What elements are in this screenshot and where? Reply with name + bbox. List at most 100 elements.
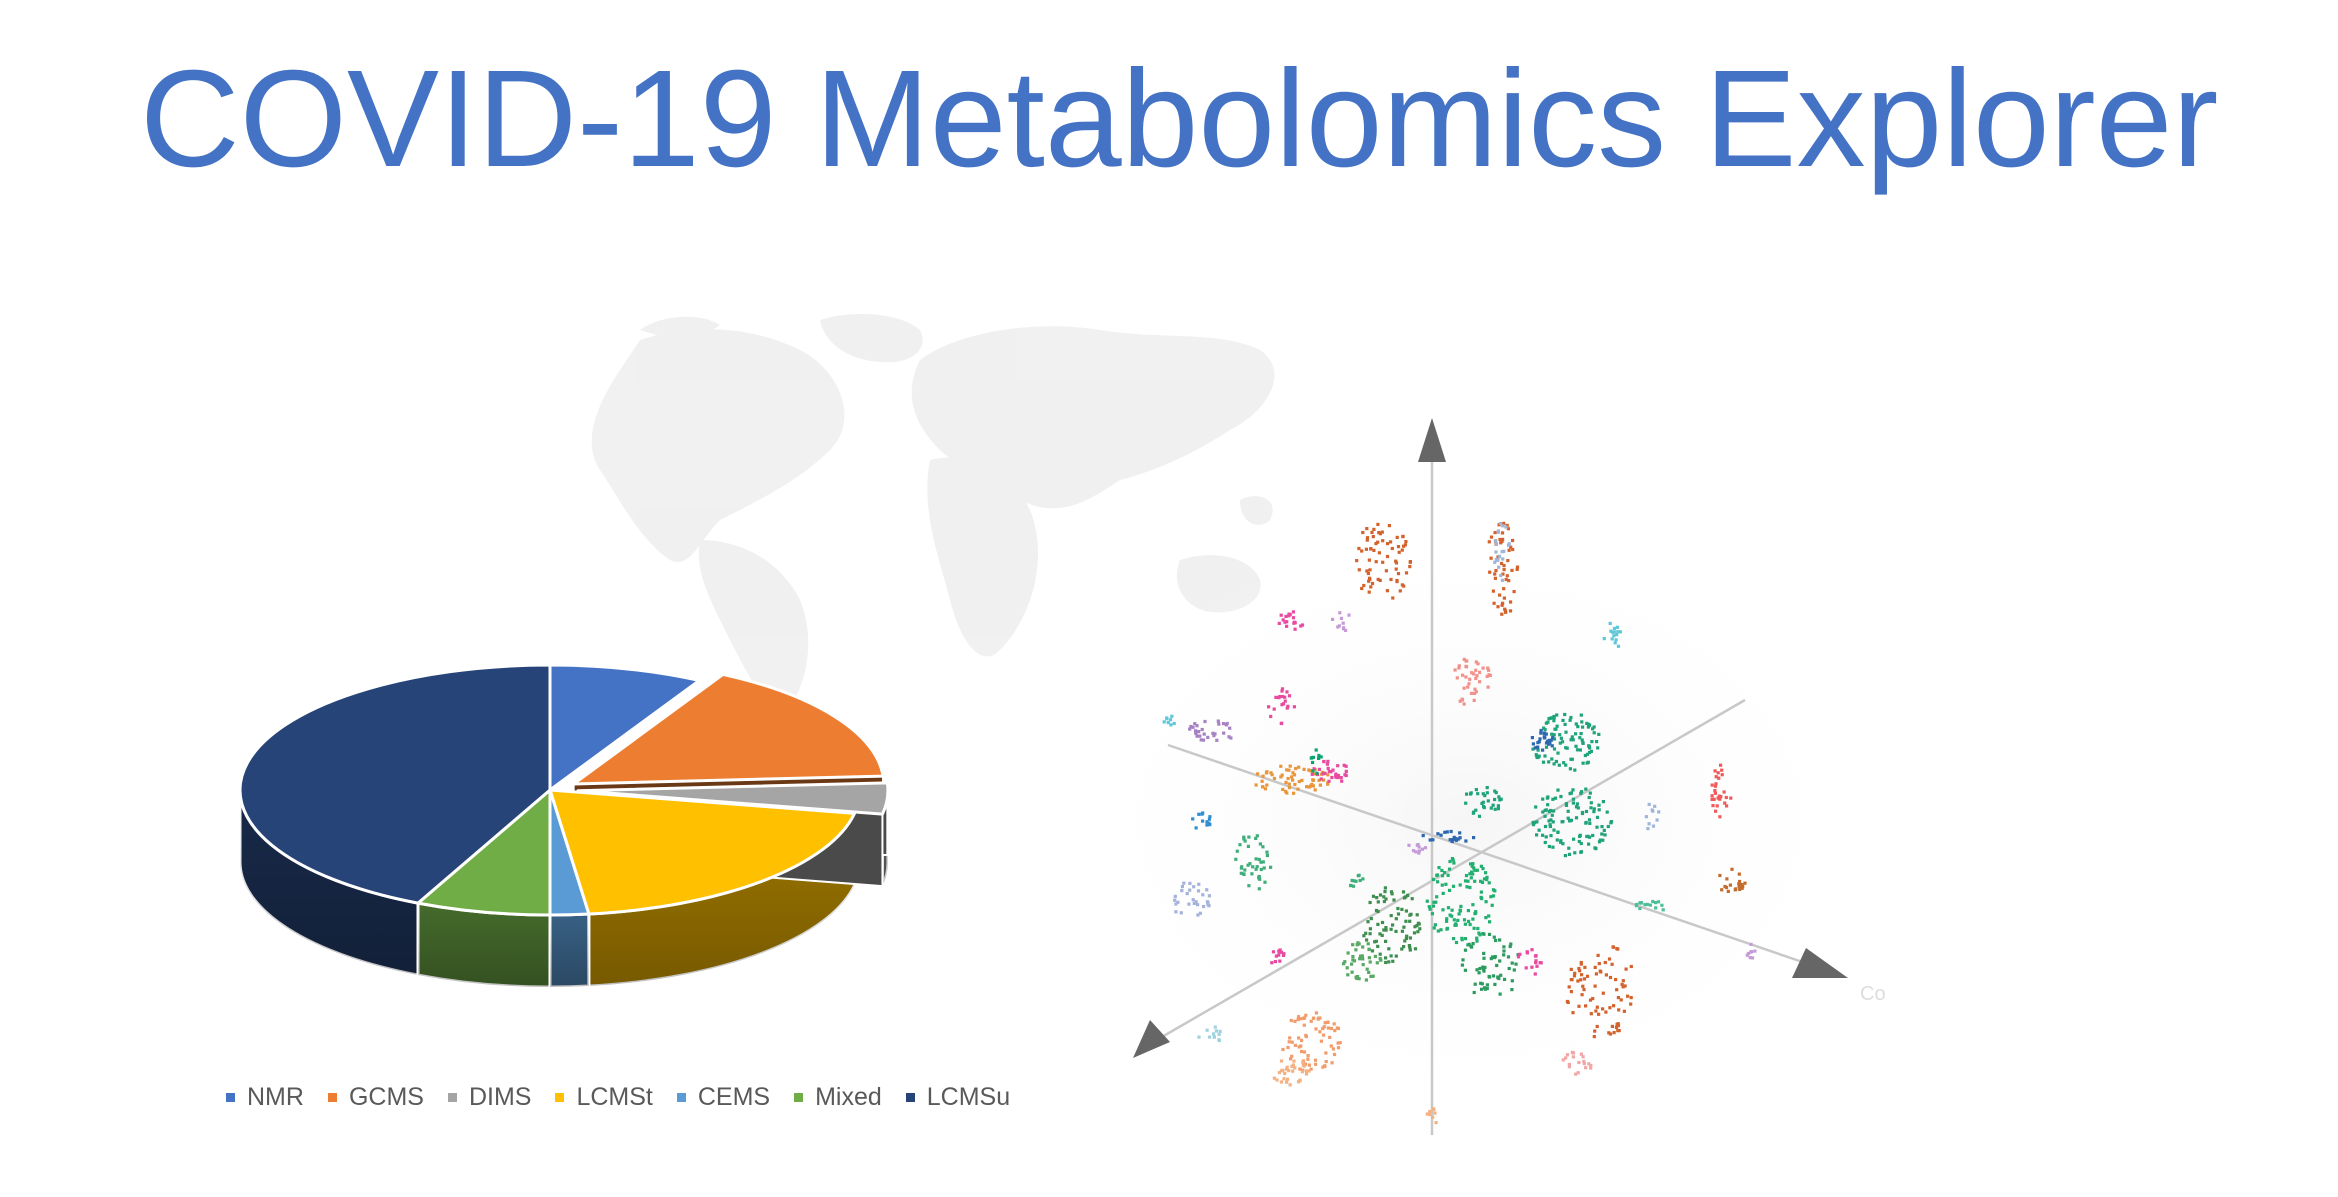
scatter-point	[1506, 559, 1510, 563]
scatter-point	[1377, 551, 1381, 555]
scatter-point	[1445, 917, 1449, 921]
scatter-point	[1629, 964, 1633, 969]
scatter-point	[1311, 778, 1316, 782]
scatter-point	[1401, 890, 1406, 894]
scatter-point	[1591, 727, 1595, 731]
scatter-point	[1472, 990, 1476, 995]
scatter-point	[1474, 910, 1478, 914]
scatter-point	[1430, 912, 1434, 916]
scatter-point	[1462, 918, 1467, 922]
scatter-point	[1510, 961, 1514, 965]
scatter-point	[1502, 587, 1506, 591]
scatter-point	[1368, 568, 1372, 572]
scatter-point	[1257, 887, 1261, 891]
scatter-point	[1502, 596, 1506, 600]
scatter-point	[1486, 685, 1490, 689]
scatter-point	[1553, 796, 1558, 800]
scatter-point	[1487, 668, 1491, 672]
scatter-point	[1313, 772, 1317, 776]
scatter-point	[1738, 879, 1742, 884]
scatter-point	[1549, 818, 1553, 822]
scatter-point	[1552, 733, 1556, 737]
scatter-point	[1716, 771, 1720, 775]
scatter-point	[1394, 917, 1398, 921]
scatter-point	[1481, 666, 1485, 670]
scatter-point	[1464, 874, 1469, 878]
scatter-point	[1618, 630, 1622, 634]
scatter-point	[1286, 776, 1290, 781]
scatter-point	[1310, 772, 1314, 776]
scatter-point	[1349, 883, 1353, 888]
scatter-point	[1547, 819, 1551, 823]
scatter-point	[1713, 769, 1717, 773]
scatter-point	[1417, 849, 1421, 853]
scatter-point	[1448, 913, 1452, 917]
scatter-point	[1369, 547, 1373, 551]
pie-slice-mixed	[416, 788, 552, 917]
scatter-point	[1612, 634, 1616, 638]
scatter-point	[1255, 834, 1259, 838]
scatter-point	[1406, 893, 1410, 897]
scatter-point	[1287, 1069, 1291, 1073]
scatter-point	[1489, 556, 1493, 560]
scatter-point	[1485, 875, 1489, 879]
scatter-point	[1307, 768, 1311, 772]
scatter-point	[1307, 1063, 1311, 1067]
scatter-point	[1458, 908, 1462, 912]
scatter-point	[1595, 1005, 1599, 1009]
scatter-point	[1557, 763, 1561, 767]
scatter-point	[1279, 613, 1283, 617]
legend-swatch	[676, 1093, 686, 1102]
scatter-point	[1378, 578, 1382, 582]
scatter-point	[1485, 786, 1489, 790]
scatter-point	[1574, 805, 1579, 809]
scatter-point	[1558, 733, 1562, 737]
scatter-point	[1473, 868, 1477, 872]
scatter-point	[1494, 550, 1498, 554]
scatter-point	[1439, 928, 1443, 932]
scatter-point	[1291, 778, 1295, 782]
scatter-point	[1541, 760, 1546, 764]
scatter-point	[1603, 960, 1607, 965]
scatter-point	[1207, 817, 1211, 821]
scatter-point	[1270, 961, 1274, 965]
scatter-point	[1294, 767, 1298, 771]
scatter-point	[1274, 954, 1278, 958]
scatter-point	[1545, 796, 1549, 800]
scatter-point	[1535, 964, 1539, 968]
scatter-point	[1415, 843, 1419, 847]
scatter-point	[1297, 1045, 1301, 1049]
scatter-point	[1608, 1032, 1613, 1036]
scatter-point	[1480, 987, 1484, 991]
scatter-point	[1259, 867, 1263, 872]
scatter-point	[1573, 768, 1577, 772]
scatter-point	[1202, 732, 1206, 736]
scatter-axis-arrow-icon	[1418, 418, 1446, 462]
scatter-point	[1362, 583, 1366, 588]
scatter-point	[1364, 931, 1368, 935]
scatter-point	[1714, 775, 1718, 779]
scatter-point	[1600, 832, 1604, 836]
scatter-point	[1319, 1039, 1323, 1043]
scatter-point	[1247, 884, 1251, 888]
scatter-point	[1503, 977, 1507, 981]
scatter-point	[1436, 832, 1440, 836]
scatter-point	[1500, 561, 1504, 566]
scatter-point	[1718, 873, 1722, 878]
scatter-point	[1469, 862, 1473, 866]
scatter-point	[1427, 1112, 1431, 1117]
scatter-point	[1589, 749, 1593, 753]
scatter-point	[1544, 721, 1548, 725]
scatter-point	[1467, 942, 1471, 946]
scatter-point	[1592, 810, 1596, 814]
scatter-point	[1509, 545, 1513, 549]
scatter-point	[1579, 791, 1583, 795]
scatter-point	[1335, 1026, 1339, 1030]
scatter-point	[1402, 584, 1406, 588]
scatter-point	[1263, 880, 1267, 884]
scatter-point	[1356, 941, 1360, 945]
scatter-point	[1425, 899, 1429, 903]
scatter-point	[1258, 877, 1262, 881]
scatter-point	[1361, 877, 1365, 881]
scatter-point	[1458, 831, 1462, 835]
